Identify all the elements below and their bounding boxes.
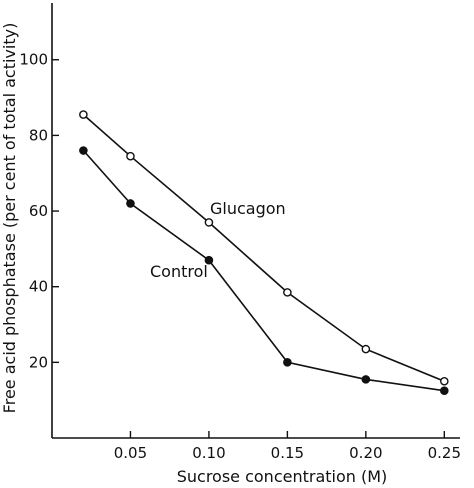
data-point-glucagon bbox=[79, 110, 88, 119]
y-tick-label: 60 bbox=[29, 202, 48, 220]
series-label-control: Control bbox=[150, 262, 208, 281]
data-point-control bbox=[440, 386, 449, 396]
data-point-control bbox=[126, 199, 135, 208]
chart-ticks: 20 40 60 80 100 0.05 0.10 0.15 0.20 0.25 bbox=[19, 51, 461, 462]
data-point-glucagon bbox=[204, 218, 214, 227]
data-point-control bbox=[79, 146, 88, 155]
data-point-control bbox=[283, 358, 292, 367]
y-tick-label: 80 bbox=[29, 126, 48, 144]
data-point-glucagon bbox=[440, 376, 449, 386]
x-tick-label: 0.15 bbox=[271, 444, 304, 462]
x-tick-label: 0.10 bbox=[192, 444, 225, 462]
x-tick-label: 0.25 bbox=[428, 444, 461, 462]
data-point-glucagon bbox=[283, 288, 292, 297]
data-point-control bbox=[361, 375, 371, 384]
y-tick-label: 20 bbox=[29, 353, 48, 371]
data-point-control bbox=[204, 255, 214, 265]
y-axis-title: Free acid phosphatase (per cent of total… bbox=[0, 23, 19, 414]
series-lines bbox=[82, 114, 445, 392]
data-point-glucagon bbox=[126, 151, 135, 161]
series-label-glucagon: Glucagon bbox=[210, 199, 286, 218]
y-tick-label: 40 bbox=[29, 278, 48, 296]
data-point-glucagon bbox=[361, 344, 371, 354]
x-tick-label: 0.05 bbox=[114, 444, 147, 462]
series-line-glucagon bbox=[82, 114, 445, 383]
y-tick-label: 100 bbox=[19, 51, 48, 69]
x-tick-label: 0.20 bbox=[349, 444, 382, 462]
chart-axes bbox=[51, 3, 460, 439]
series-line-control bbox=[82, 149, 445, 392]
x-axis-title: Sucrose concentration (M) bbox=[177, 467, 388, 486]
series-points bbox=[79, 110, 449, 396]
